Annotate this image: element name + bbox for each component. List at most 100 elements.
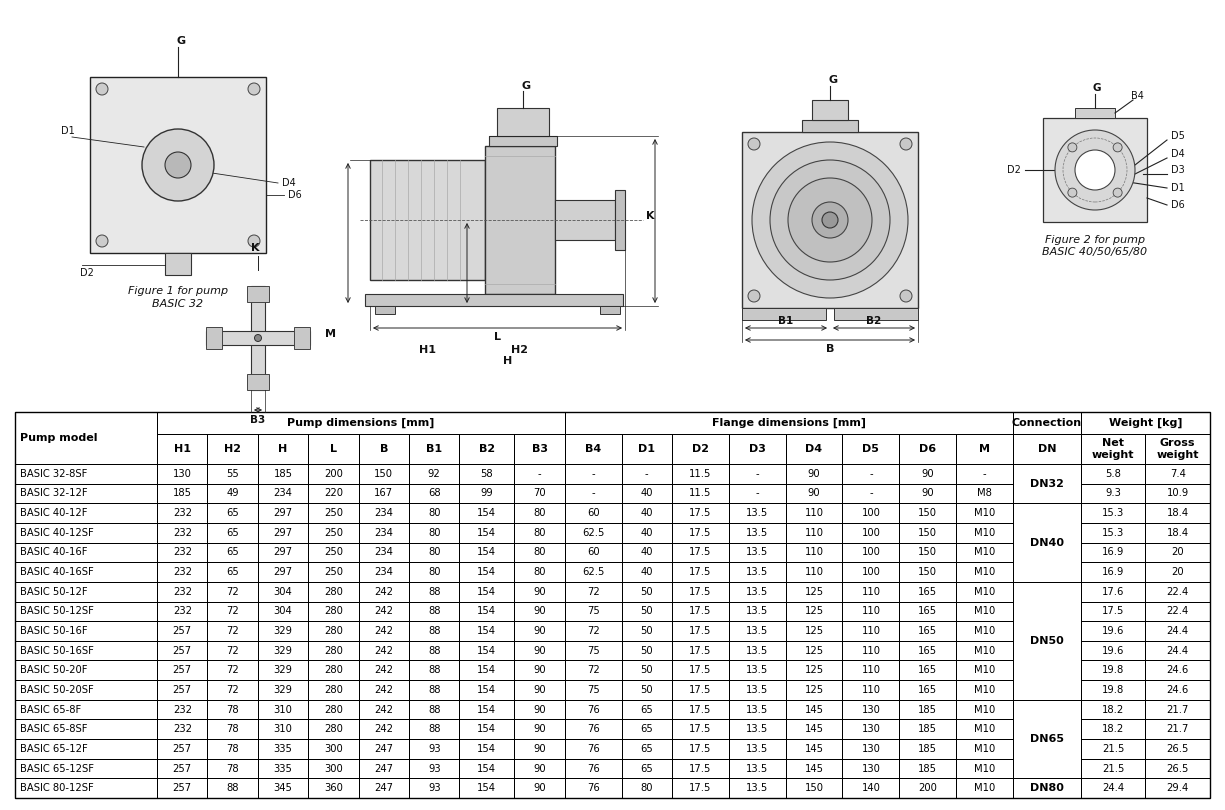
Bar (729, 759, 785, 778)
Bar (600, 306, 620, 314)
Bar (258, 562, 309, 582)
Text: 247: 247 (375, 783, 393, 793)
Bar (15, 602, 157, 621)
Bar (843, 700, 899, 719)
Text: 99: 99 (480, 488, 494, 498)
Bar (258, 464, 309, 484)
Bar (957, 434, 1013, 464)
Text: 242: 242 (375, 626, 393, 636)
Bar (565, 523, 621, 543)
Bar (1080, 464, 1145, 484)
Bar (742, 132, 918, 308)
Bar (899, 759, 957, 778)
Bar (843, 582, 899, 602)
Bar (565, 660, 621, 680)
Text: 13.5: 13.5 (746, 607, 768, 616)
Text: M10: M10 (974, 607, 995, 616)
Text: M10: M10 (974, 586, 995, 597)
Bar (514, 434, 565, 464)
Text: BASIC 65-12SF: BASIC 65-12SF (20, 764, 94, 774)
Text: 154: 154 (478, 724, 496, 734)
Bar (673, 562, 729, 582)
Bar (157, 484, 207, 503)
Bar (785, 582, 843, 602)
Text: 60: 60 (587, 548, 599, 557)
Text: 13.5: 13.5 (746, 705, 768, 714)
Bar (957, 700, 1013, 719)
Bar (247, 286, 270, 302)
Bar (899, 582, 957, 602)
Bar (247, 374, 270, 390)
Bar (565, 562, 621, 582)
Text: 234: 234 (273, 488, 293, 498)
Bar (15, 582, 157, 602)
Bar (565, 680, 621, 700)
Bar (165, 253, 191, 275)
Bar (207, 641, 258, 660)
Text: 145: 145 (805, 764, 823, 774)
Bar (1080, 621, 1145, 641)
Text: 18.2: 18.2 (1102, 705, 1125, 714)
Bar (15, 700, 157, 719)
Text: 65: 65 (227, 548, 239, 557)
Text: 90: 90 (533, 705, 546, 714)
Bar (514, 503, 565, 523)
Text: 70: 70 (533, 488, 546, 498)
Text: 154: 154 (478, 764, 496, 774)
Text: 80: 80 (428, 548, 441, 557)
Text: 154: 154 (478, 607, 496, 616)
Bar (1013, 582, 1080, 700)
Text: 11.5: 11.5 (690, 469, 712, 479)
Bar (621, 602, 673, 621)
Circle shape (142, 129, 214, 201)
Bar (785, 700, 843, 719)
Bar (409, 739, 459, 759)
Text: 90: 90 (533, 626, 546, 636)
Text: 125: 125 (805, 646, 823, 655)
Bar (207, 719, 258, 739)
Text: 18.4: 18.4 (1166, 508, 1188, 518)
Text: 110: 110 (805, 548, 823, 557)
Bar (1080, 660, 1145, 680)
Text: 335: 335 (273, 764, 293, 774)
Text: DN: DN (1038, 444, 1056, 454)
Text: 130: 130 (861, 724, 881, 734)
Text: 257: 257 (173, 783, 192, 793)
Bar (409, 719, 459, 739)
Text: 310: 310 (273, 705, 293, 714)
Text: 72: 72 (587, 665, 599, 676)
Bar (729, 778, 785, 798)
Bar (258, 484, 309, 503)
Text: BASIC 40-12F: BASIC 40-12F (20, 508, 87, 518)
Bar (359, 680, 409, 700)
Text: 345: 345 (273, 783, 293, 793)
Text: 234: 234 (375, 528, 393, 538)
Text: 17.5: 17.5 (690, 528, 712, 538)
Bar (1080, 523, 1145, 543)
Text: 16.9: 16.9 (1102, 567, 1125, 577)
Text: 88: 88 (428, 586, 441, 597)
Circle shape (255, 335, 261, 342)
Text: 220: 220 (323, 488, 343, 498)
Text: 72: 72 (227, 626, 239, 636)
Bar (802, 120, 857, 132)
Circle shape (788, 178, 872, 262)
Text: B4: B4 (586, 444, 601, 454)
Text: 200: 200 (325, 469, 343, 479)
Text: 17.5: 17.5 (690, 508, 712, 518)
Bar (673, 503, 729, 523)
Text: 154: 154 (478, 705, 496, 714)
Bar (258, 680, 309, 700)
Bar (1145, 621, 1210, 641)
Bar (459, 484, 514, 503)
Text: 280: 280 (325, 586, 343, 597)
Text: 18.2: 18.2 (1102, 724, 1125, 734)
Text: 10.9: 10.9 (1166, 488, 1188, 498)
Bar (207, 484, 258, 503)
Bar (1080, 484, 1145, 503)
Text: 78: 78 (227, 705, 239, 714)
Text: 5.8: 5.8 (1105, 469, 1121, 479)
Text: 200: 200 (919, 783, 937, 793)
Text: 13.5: 13.5 (746, 685, 768, 695)
Text: 17.5: 17.5 (690, 548, 712, 557)
